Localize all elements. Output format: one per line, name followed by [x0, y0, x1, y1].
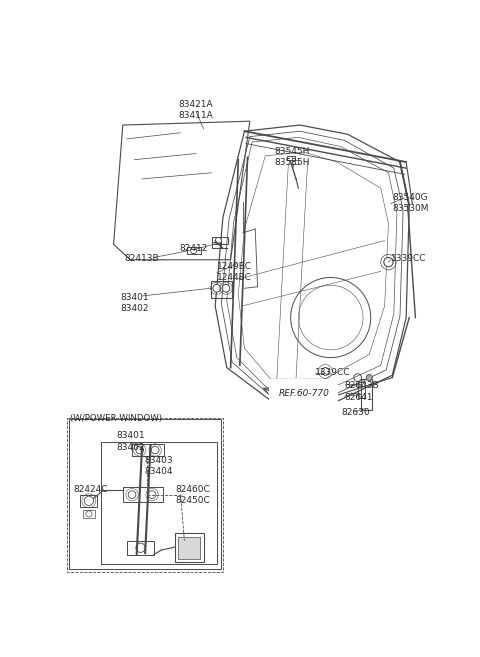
- Text: 82630: 82630: [341, 409, 370, 417]
- Bar: [178, 537, 200, 558]
- Text: 82643B: 82643B: [345, 380, 379, 390]
- Circle shape: [148, 491, 156, 499]
- Circle shape: [213, 284, 221, 292]
- Bar: [67, 418, 223, 572]
- Text: (W/POWER WINDOW): (W/POWER WINDOW): [71, 414, 162, 423]
- Bar: [212, 242, 221, 248]
- Bar: [187, 246, 201, 254]
- Text: 1249BC
1244BC: 1249BC 1244BC: [217, 262, 252, 283]
- Text: 83421A
83411A: 83421A 83411A: [179, 101, 213, 120]
- Bar: [359, 382, 365, 397]
- Bar: [175, 533, 204, 562]
- Text: REF.60-770: REF.60-770: [278, 388, 329, 397]
- Text: 82413B: 82413B: [125, 254, 159, 263]
- Text: 82460C
82450C: 82460C 82450C: [175, 485, 210, 505]
- Circle shape: [191, 248, 197, 254]
- Circle shape: [151, 446, 159, 454]
- Circle shape: [84, 496, 94, 505]
- Bar: [361, 379, 372, 410]
- Circle shape: [222, 284, 230, 292]
- Bar: [127, 541, 154, 555]
- Circle shape: [366, 374, 372, 380]
- Circle shape: [322, 367, 329, 375]
- Bar: [81, 495, 97, 507]
- Text: 83401
83402: 83401 83402: [120, 293, 149, 313]
- Circle shape: [136, 446, 144, 454]
- Text: 83401
83402: 83401 83402: [116, 432, 145, 451]
- Bar: [69, 419, 221, 570]
- Text: 83540G
83530M: 83540G 83530M: [392, 193, 429, 213]
- Text: 82641: 82641: [345, 393, 373, 402]
- Bar: [292, 160, 299, 164]
- Text: 82424C: 82424C: [73, 485, 108, 493]
- Circle shape: [128, 491, 136, 499]
- Bar: [132, 444, 164, 456]
- Bar: [83, 510, 95, 518]
- Text: 82412: 82412: [180, 244, 208, 254]
- Bar: [287, 156, 295, 160]
- Bar: [101, 442, 217, 564]
- Text: 1339CC: 1339CC: [315, 367, 351, 376]
- Circle shape: [136, 543, 145, 553]
- Bar: [123, 487, 163, 503]
- Bar: [212, 237, 228, 244]
- Text: 1339CC: 1339CC: [391, 254, 426, 263]
- Text: 83545H
83535H: 83545H 83535H: [275, 147, 310, 167]
- Circle shape: [215, 237, 221, 244]
- Text: 83403
83404: 83403 83404: [144, 456, 173, 476]
- Bar: [211, 281, 232, 298]
- Circle shape: [384, 258, 393, 267]
